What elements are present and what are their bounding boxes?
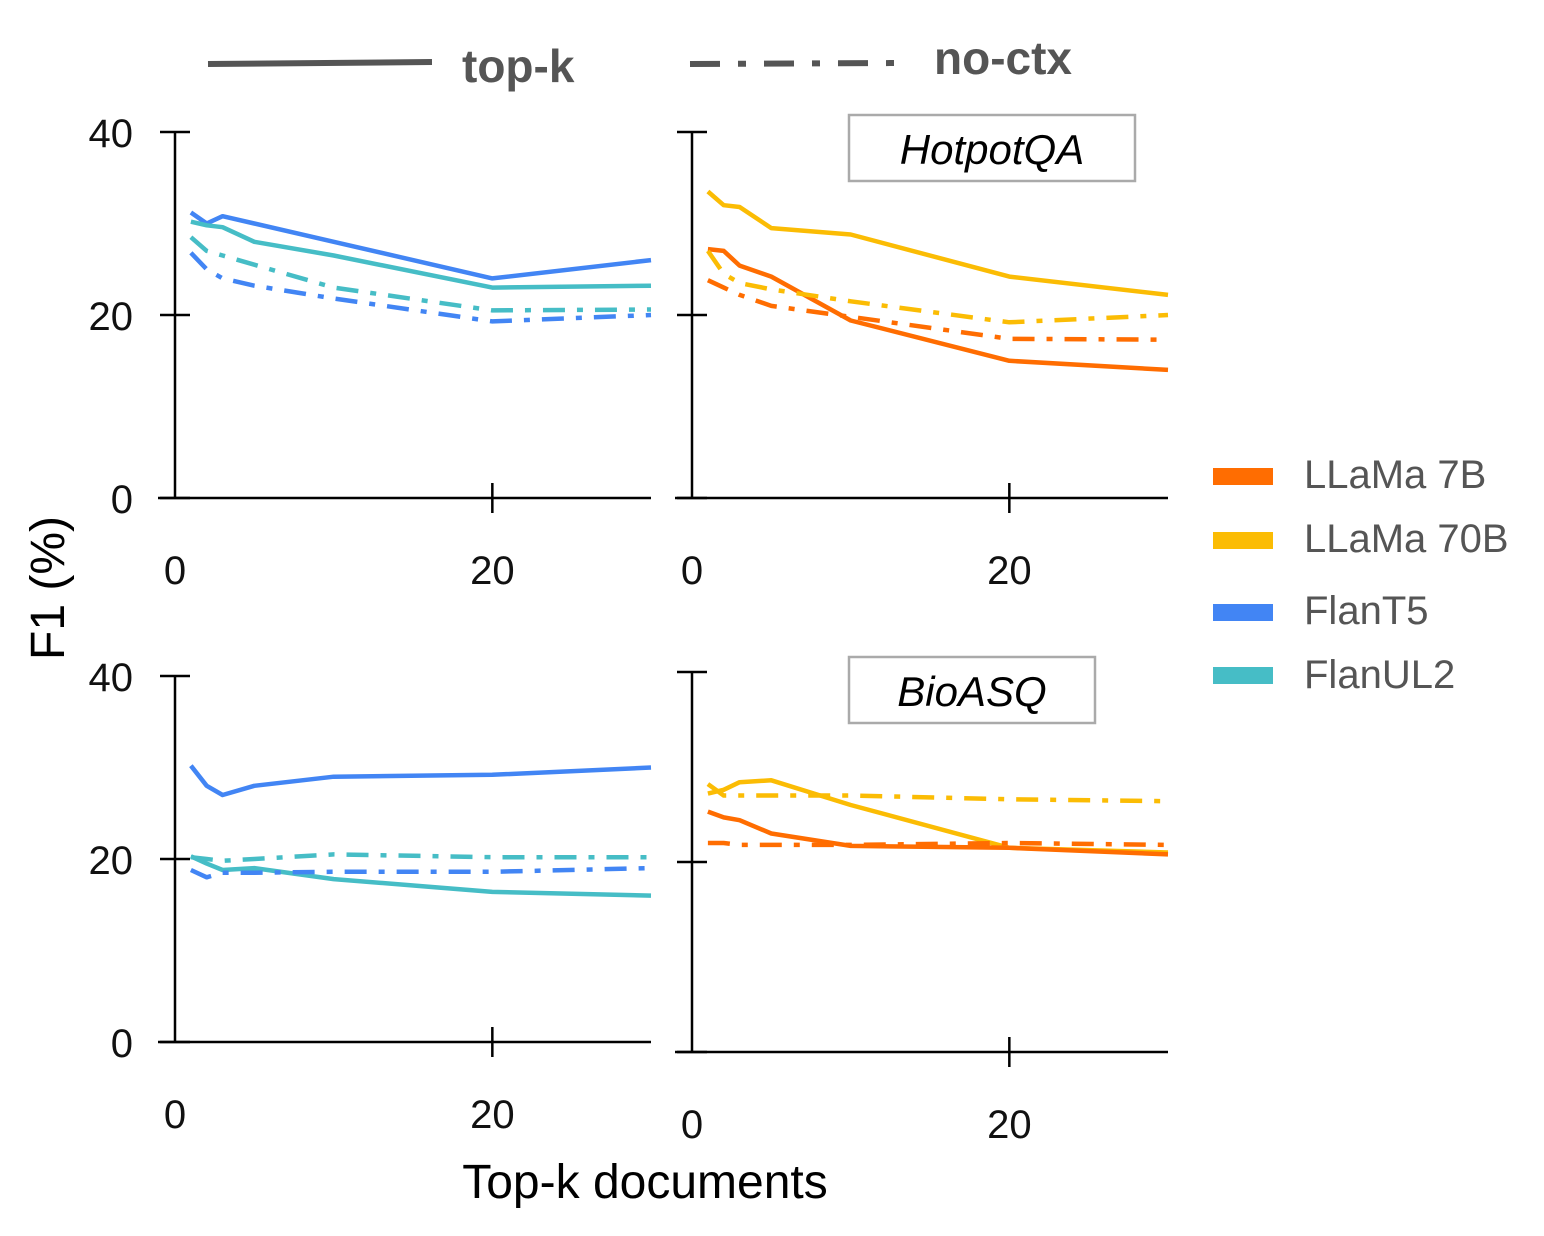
- x-tick-label: 20: [470, 1093, 515, 1137]
- y-axis-title: F1 (%): [22, 516, 75, 660]
- series-line-llama-70b-top-k: [707, 778, 1169, 855]
- panel-bottom-right: 0 20: [675, 670, 1169, 1147]
- legend-swatch-flanul2: [1213, 667, 1273, 684]
- series-line-llama-7b-top-k: [707, 809, 1169, 857]
- style-key: top-k no-ctx: [207, 32, 1072, 92]
- legend-label-flanul2: FlanUL2: [1304, 653, 1455, 697]
- series-line-llama-7b-no-ctx: [707, 840, 1169, 848]
- y-tick-label: 20: [89, 295, 134, 339]
- x-tick-label: 20: [987, 1103, 1032, 1147]
- y-tick-label: 40: [89, 112, 134, 156]
- legend-label-llama-7b: LLaMa 7B: [1304, 453, 1486, 497]
- y-tick-label: 40: [89, 656, 134, 700]
- y-tick-label: 0: [111, 478, 133, 522]
- x-tick-label: 0: [164, 549, 186, 593]
- dataset-label-bioasq: BioASQ: [847, 655, 1097, 725]
- legend-swatch-llama-7b: [1213, 468, 1273, 485]
- series-line-flanul2-no-ctx: [189, 235, 652, 313]
- series-line-llama-7b-no-ctx: [706, 278, 1169, 342]
- panel-bottom-left: 0 20 40 0 20: [89, 656, 652, 1137]
- series-line-llama-70b-no-ctx: [706, 249, 1169, 325]
- series-line-llama-70b-no-ctx: [706, 782, 1169, 804]
- legend: LLaMa 7B LLaMa 70B FlanT5 FlanUL2: [1213, 453, 1509, 697]
- x-tick-label: 20: [987, 549, 1032, 593]
- style-key-solid-line: [207, 59, 433, 67]
- legend-swatch-llama-70b: [1213, 532, 1273, 549]
- series-line-flant5-no-ctx: [189, 251, 652, 324]
- series-line-flant5-top-k: [189, 210, 652, 281]
- series-line-flant5-top-k: [189, 764, 652, 798]
- series-line-llama-70b-top-k: [706, 189, 1169, 298]
- panel-top-left: 0 20 40 0 20: [89, 112, 652, 593]
- x-tick-label: 0: [681, 549, 703, 593]
- legend-label-llama-70b: LLaMa 70B: [1304, 517, 1509, 561]
- y-tick-label: 0: [111, 1022, 133, 1066]
- x-axis-title: Top-k documents: [462, 1156, 828, 1209]
- series-line-flanul2-top-k: [189, 854, 652, 898]
- x-tick-label: 0: [164, 1093, 186, 1137]
- dataset-label-hotpotqa: HotpotQA: [847, 113, 1137, 183]
- legend-label-flant5: FlanT5: [1304, 589, 1429, 633]
- dataset-label-bioasq-text: BioASQ: [897, 668, 1046, 715]
- style-key-solid-label: top-k: [462, 40, 575, 92]
- x-tick-label: 20: [470, 549, 515, 593]
- legend-swatch-flant5: [1213, 604, 1273, 621]
- series-line-flanul2-no-ctx: [190, 852, 651, 864]
- style-key-dashdot-line: [689, 60, 901, 67]
- style-key-dashdot-label: no-ctx: [934, 32, 1072, 84]
- panel-top-right: 0 20: [675, 130, 1169, 593]
- series-line-flant5-no-ctx: [189, 865, 652, 880]
- series-line-flanul2-top-k: [190, 219, 652, 290]
- dataset-label-hotpotqa-text: HotpotQA: [900, 126, 1084, 173]
- y-tick-label: 20: [89, 839, 134, 883]
- x-tick-label: 0: [681, 1103, 703, 1147]
- series-line-llama-7b-top-k: [707, 246, 1169, 373]
